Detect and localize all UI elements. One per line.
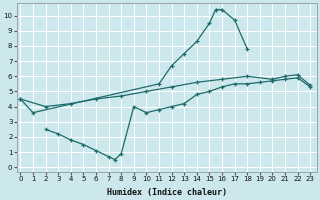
X-axis label: Humidex (Indice chaleur): Humidex (Indice chaleur) — [107, 188, 227, 197]
